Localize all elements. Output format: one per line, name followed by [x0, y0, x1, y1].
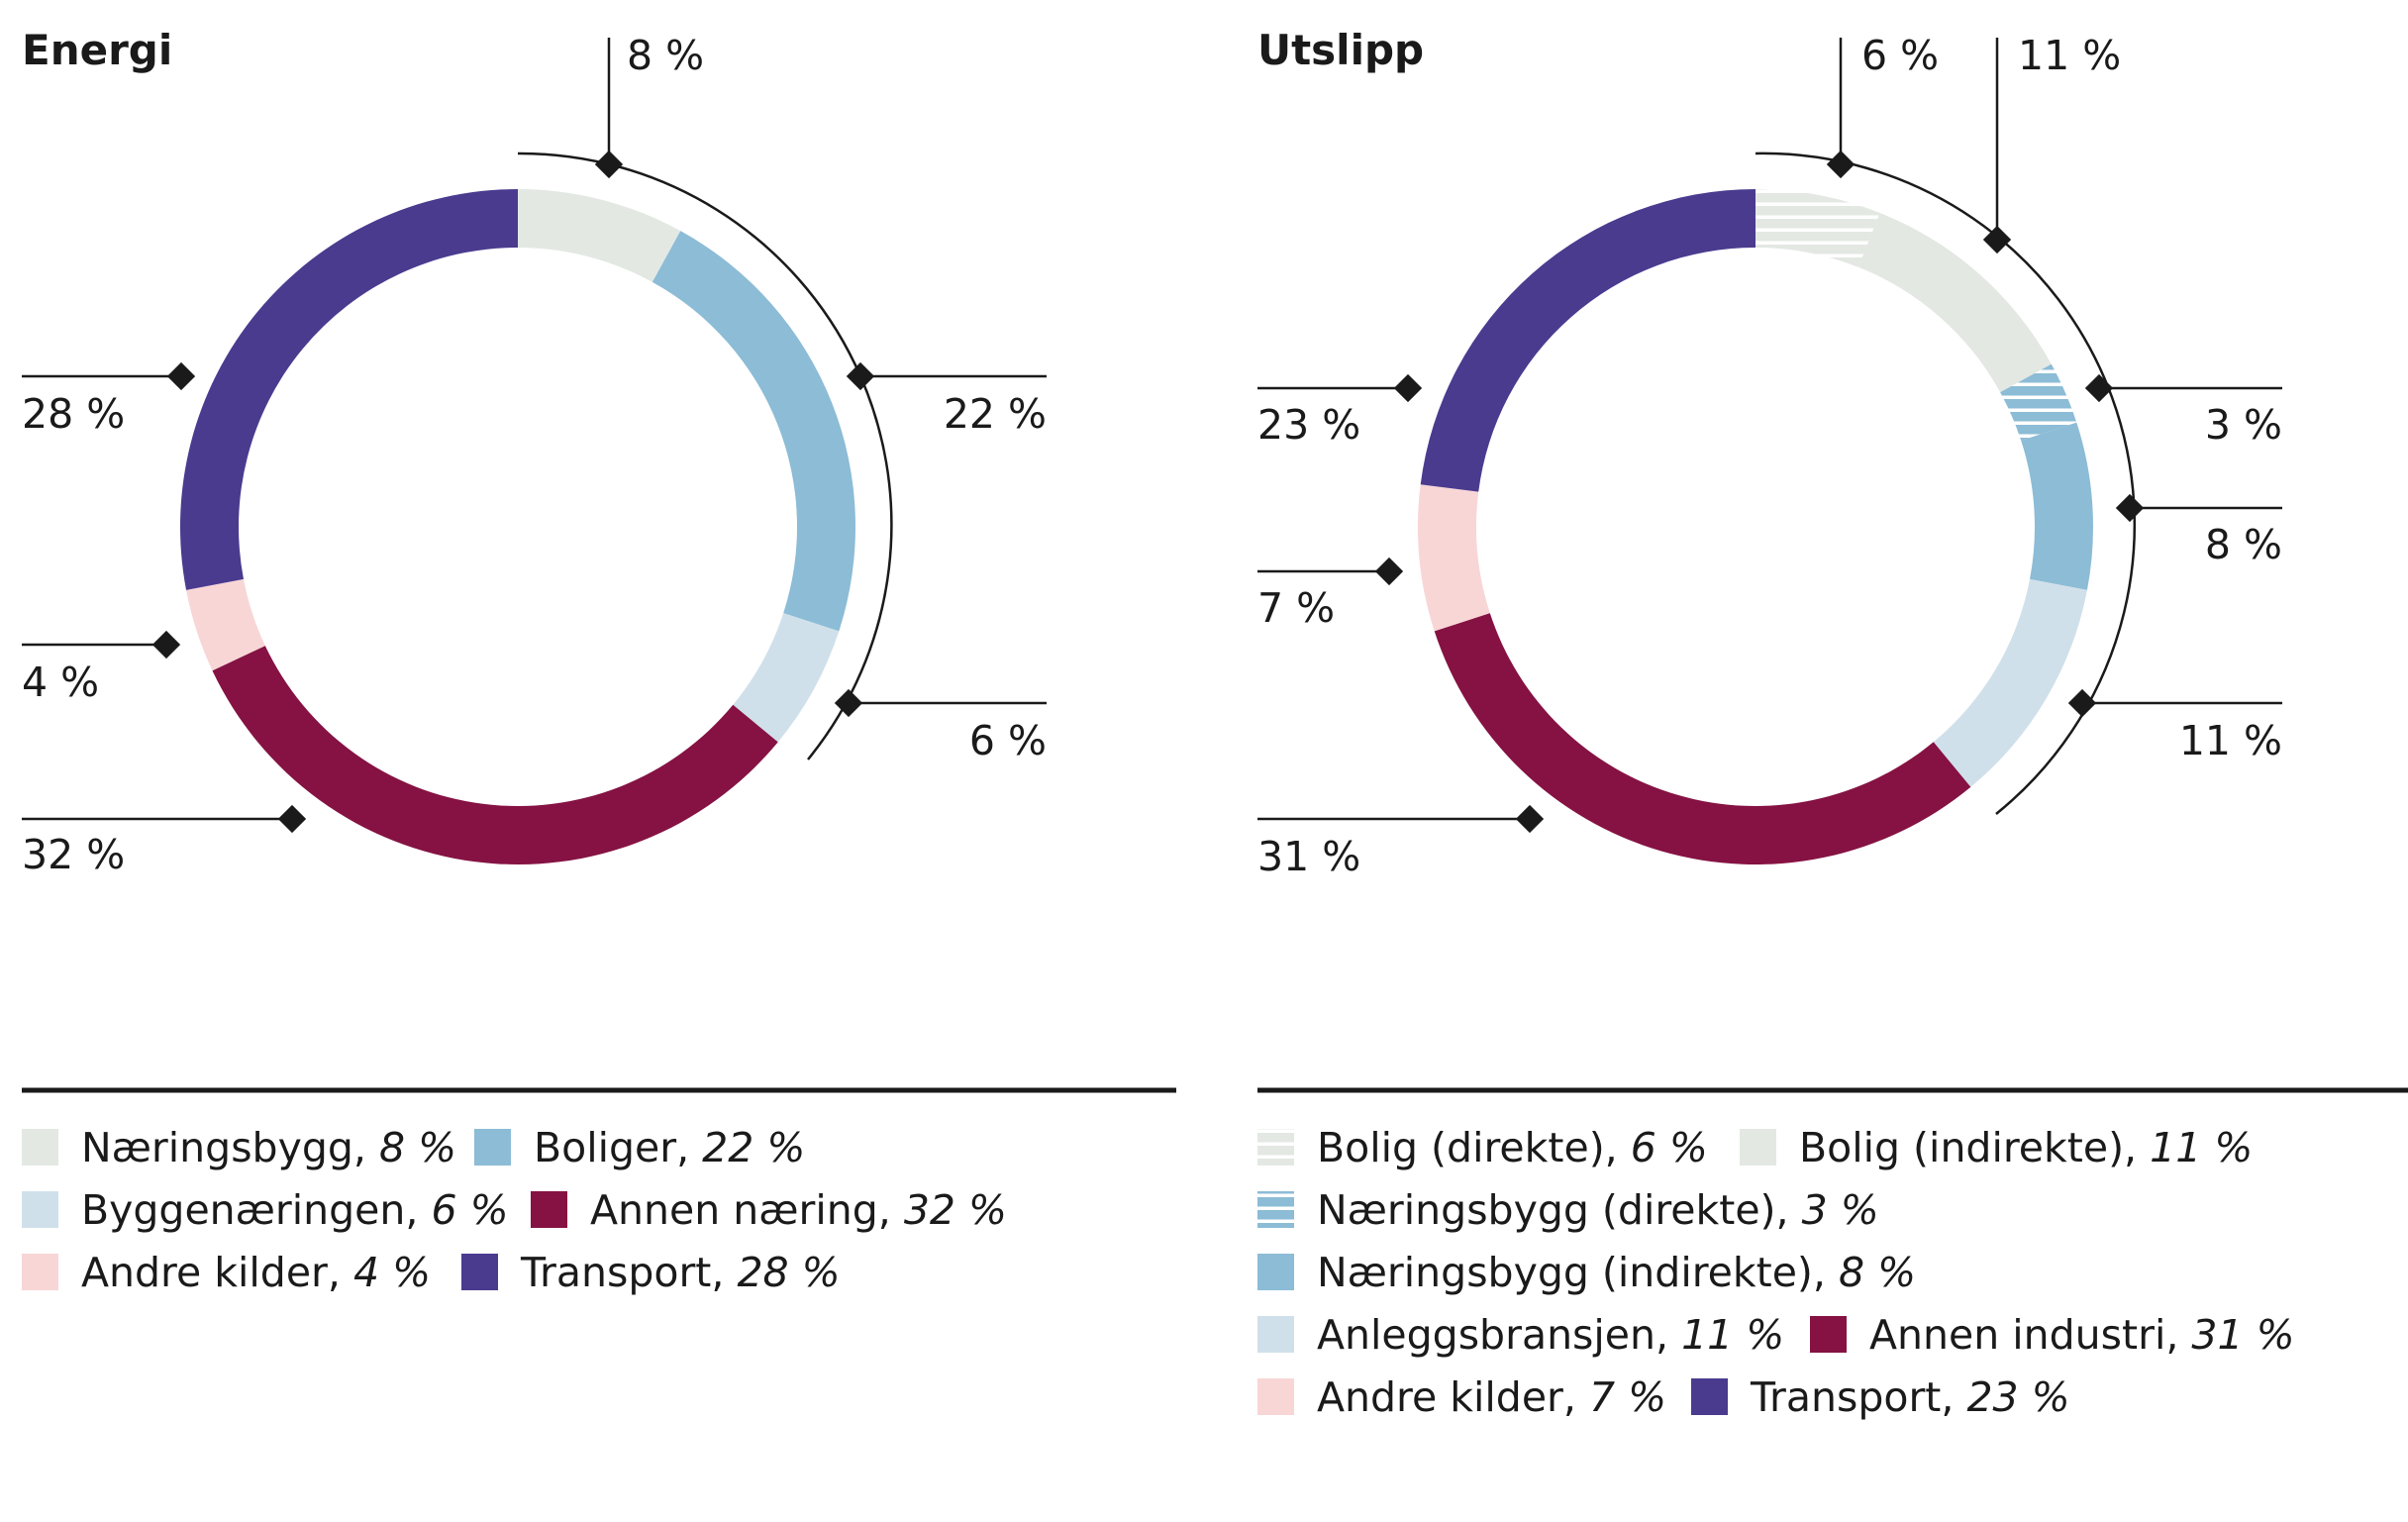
slice-annen-industri [1434, 613, 1971, 865]
legend-label: Næringsbygg, 8 % [81, 1124, 456, 1171]
legend-item-andre-kilder: Andre kilder, 7 % [1257, 1373, 1666, 1421]
data-label-andre-kilder: 7 % [1257, 584, 1335, 632]
legend-label: Anleggsbransjen, 11 % [1317, 1311, 1784, 1359]
data-label-annen-naering: 32 % [22, 831, 125, 878]
slice-transport [1420, 189, 1756, 492]
leader-marker [151, 630, 181, 660]
data-label-naeringsbygg: 8 % [627, 32, 704, 79]
data-labels: 6 % 11 % 3 % 8 % 11 % 31 % 7 % 23 % [1257, 32, 2282, 880]
leader-marker [594, 150, 624, 179]
legend-item-boliger: Boliger, 22 % [474, 1124, 805, 1171]
data-label-transport: 28 % [22, 390, 125, 438]
legend-item-andre-kilder: Andre kilder, 4 % [22, 1249, 431, 1296]
legend-label: Bolig (indirekte), 11 % [1799, 1124, 2253, 1171]
slice-andre-kilder [1418, 484, 1490, 632]
legend-item-transport: Transport, 23 % [1691, 1373, 2070, 1421]
leader-marker [2084, 373, 2114, 403]
legend-item-byggenaeringen: Byggenæringen, 6 % [22, 1186, 509, 1234]
data-label-boliger: 22 % [944, 390, 1047, 438]
legend-swatch [1257, 1378, 1294, 1415]
leader-markers [1374, 150, 2145, 834]
leader-marker [277, 804, 307, 834]
legend-swatch [1257, 1129, 1294, 1166]
leader-marker [166, 361, 196, 391]
legend-swatch [1257, 1316, 1294, 1353]
leader-marker [1515, 804, 1545, 834]
legend-item-naeringsbygg-direkte: Næringsbygg (direkte), 3 % [1257, 1186, 1879, 1234]
legend-label: Boliger, 22 % [534, 1124, 805, 1171]
leader-marker [1393, 373, 1423, 403]
legend-swatch [1691, 1378, 1728, 1415]
data-label-anleggsbransjen: 11 % [2179, 717, 2282, 764]
slice-annen-naering [212, 646, 778, 864]
data-label-byggenaeringen: 6 % [969, 717, 1047, 764]
legend-label: Næringsbygg (indirekte), 8 % [1317, 1249, 1916, 1296]
legend-label: Annen industri, 31 % [1869, 1311, 2295, 1359]
data-labels: 8 % 22 % 6 % 32 % 4 % 28 % [22, 32, 1047, 878]
legend-label: Transport, 28 % [520, 1249, 841, 1296]
utslipp-chart: Utslipp 6 % 11 % 3 % 8 % [1257, 26, 2408, 1421]
donut-ring [1418, 189, 2093, 865]
leader-marker [846, 361, 875, 391]
legend-item-bolig-direkte: Bolig (direkte), 6 % [1257, 1124, 1708, 1171]
legend-item-annen-naering: Annen næring, 32 % [531, 1186, 1007, 1234]
leader-marker [1826, 150, 1856, 179]
slice-boliger [652, 231, 855, 632]
slice-anleggsbransjen [1933, 578, 2087, 787]
legend-item-transport: Transport, 28 % [461, 1249, 841, 1296]
slice-naeringsbygg-direkte [2000, 363, 2077, 441]
legend-item-anleggsbransjen: Anleggsbransjen, 11 % [1257, 1311, 1784, 1359]
donut-ring [180, 189, 855, 864]
slice-byggenaeringen [733, 613, 840, 743]
legend: Næringsbygg, 8 % Boliger, 22 % Byggenæring… [22, 1124, 1007, 1296]
data-label-annen-industri: 31 % [1257, 833, 1360, 880]
bracket-lines [22, 38, 1047, 821]
slice-bolig-direkte [1756, 189, 1880, 267]
slice-bolig-indirekte [1857, 212, 2052, 393]
legend-label: Byggenæringen, 6 % [81, 1186, 509, 1234]
slice-transport [180, 189, 518, 590]
legend-swatch [1257, 1254, 1294, 1290]
leader-marker [2115, 493, 2145, 523]
leader-markers [151, 150, 875, 834]
legend-swatch [1810, 1316, 1847, 1353]
legend-item-naeringsbygg: Næringsbygg, 8 % [22, 1124, 456, 1171]
leader-marker [834, 688, 863, 718]
energi-chart: Energi 8 % 22 % 6 % 32 % 4 % 28 % [22, 26, 1176, 1296]
legend: Bolig (direkte), 6 % Bolig (indirekte), 1… [1257, 1124, 2295, 1421]
data-label-naeringsbygg-direkte: 3 % [2205, 401, 2282, 449]
slice-naeringsbygg [518, 189, 681, 282]
legend-swatch [1740, 1129, 1776, 1166]
leader-marker [1982, 225, 2012, 254]
legend-swatch [22, 1191, 58, 1228]
data-label-naeringsbygg-indirekte: 8 % [2205, 521, 2282, 568]
leader-marker [1374, 557, 1404, 586]
legend-label: Annen næring, 32 % [590, 1186, 1007, 1234]
legend-item-naeringsbygg-indirekte: Næringsbygg (indirekte), 8 % [1257, 1249, 1916, 1296]
slice-andre-kilder [186, 578, 265, 671]
legend-swatch [1257, 1191, 1294, 1228]
legend-label: Andre kilder, 7 % [1317, 1373, 1666, 1421]
legend-item-annen-industri: Annen industri, 31 % [1810, 1311, 2295, 1359]
legend-swatch [22, 1129, 58, 1166]
legend-swatch [461, 1254, 498, 1290]
legend-label: Andre kilder, 4 % [81, 1249, 431, 1296]
data-label-transport: 23 % [1257, 401, 1360, 449]
legend-label: Næringsbygg (direkte), 3 % [1317, 1186, 1879, 1234]
legend-label: Transport, 23 % [1750, 1373, 2070, 1421]
slice-naeringsbygg-indirekte [2021, 422, 2093, 590]
legend-swatch [474, 1129, 511, 1166]
legend-swatch [531, 1191, 567, 1228]
legend-swatch [22, 1254, 58, 1290]
legend-item-bolig-indirekte: Bolig (indirekte), 11 % [1740, 1124, 2253, 1171]
chart-title: Utslipp [1257, 26, 1424, 74]
data-label-andre-kilder: 4 % [22, 659, 99, 706]
chart-title: Energi [22, 26, 172, 74]
bracket-lines [1257, 38, 2282, 821]
data-label-bolig-direkte: 6 % [1861, 32, 1939, 79]
legend-label: Bolig (direkte), 6 % [1317, 1124, 1708, 1171]
leader-marker [2067, 688, 2097, 718]
data-label-bolig-indirekte: 11 % [2018, 32, 2121, 79]
